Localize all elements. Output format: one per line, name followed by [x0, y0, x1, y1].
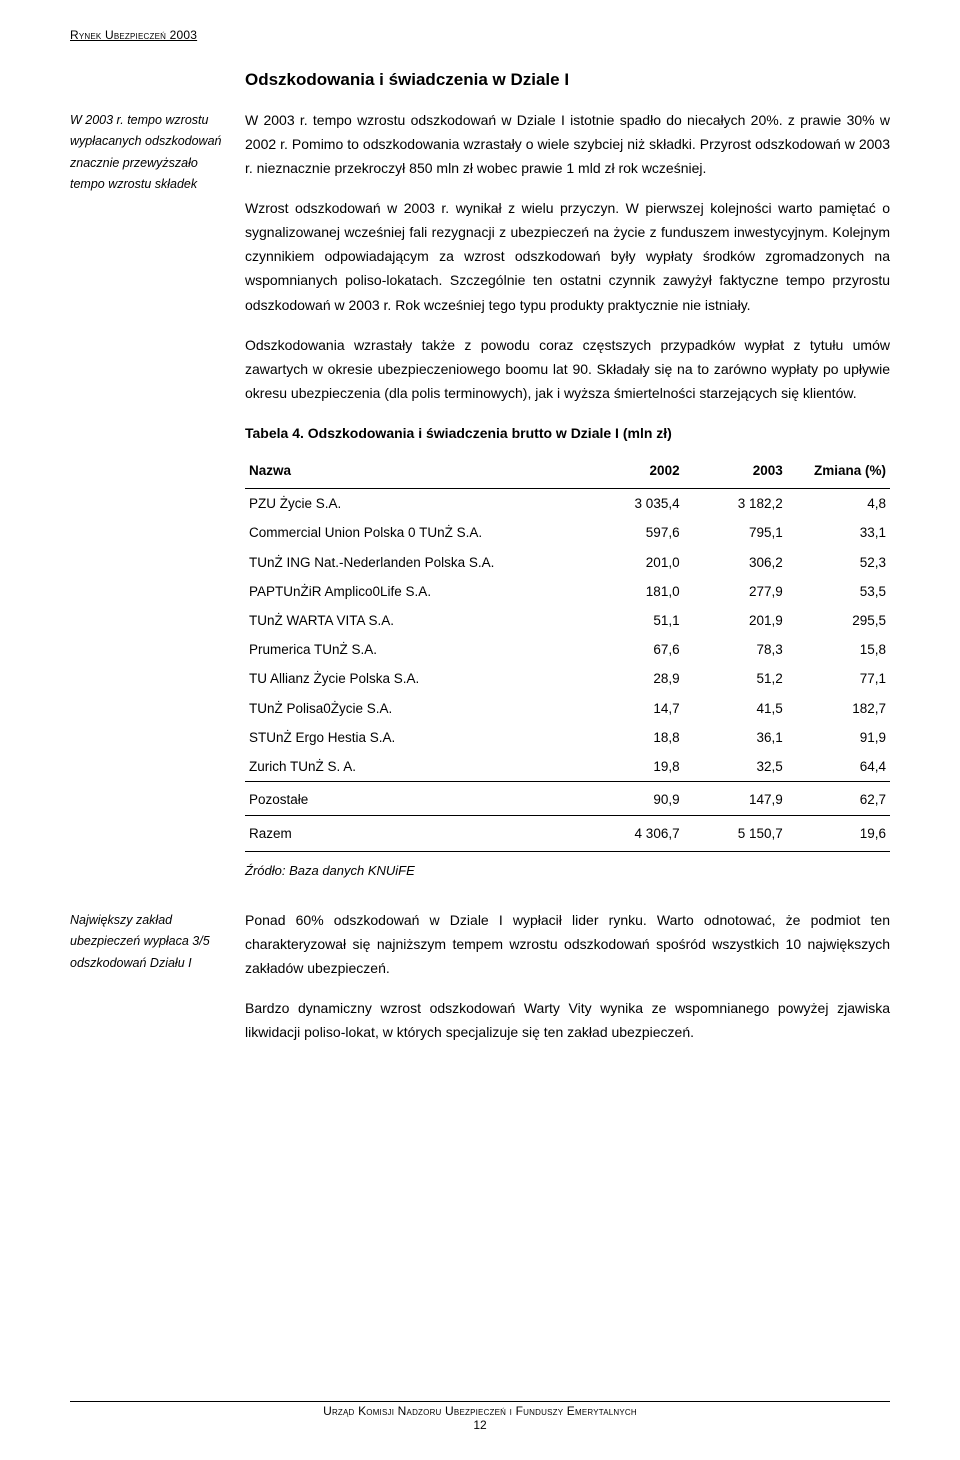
cell-2003: 795,1 [684, 518, 787, 547]
body-column: W 2003 r. tempo wzrostu odszkodowań w Dz… [245, 108, 890, 904]
margin-note-bottom: Największy zakład ubezpieczeń wypłaca 3/… [70, 908, 235, 1060]
page-number: 12 [70, 1418, 890, 1432]
cell-name: TU Allianz Życie Polska S.A. [245, 664, 580, 693]
paragraph-5: Bardzo dynamiczny wzrost odszkodowań War… [245, 996, 890, 1044]
section-title: Odszkodowania i świadczenia w Dziale I [245, 70, 890, 90]
cell-name: TUnŻ Polisa0Życie S.A. [245, 694, 580, 723]
table-row: STUnŻ Ergo Hestia S.A.18,836,191,9 [245, 723, 890, 752]
cell-name: TUnŻ WARTA VITA S.A. [245, 606, 580, 635]
cell-change: 77,1 [787, 664, 890, 693]
lower-content: Największy zakład ubezpieczeń wypłaca 3/… [70, 908, 890, 1060]
cell-change: 62,7 [787, 782, 890, 815]
col-2002: 2002 [580, 455, 683, 489]
cell-2002: 4 306,7 [580, 815, 683, 851]
table-title: Tabela 4. Odszkodowania i świadczenia br… [245, 421, 890, 445]
table-header-row: Nazwa 2002 2003 Zmiana (%) [245, 455, 890, 489]
table-row: TUnŻ ING Nat.-Nederlanden Polska S.A.201… [245, 548, 890, 577]
cell-2003: 201,9 [684, 606, 787, 635]
cell-2003: 78,3 [684, 635, 787, 664]
cell-change: 4,8 [787, 489, 890, 519]
cell-2003: 5 150,7 [684, 815, 787, 851]
cell-name: TUnŻ ING Nat.-Nederlanden Polska S.A. [245, 548, 580, 577]
cell-change: 33,1 [787, 518, 890, 547]
paragraph-2: Wzrost odszkodowań w 2003 r. wynikał z w… [245, 196, 890, 316]
page-header: Rynek Ubezpieczeń 2003 [70, 28, 890, 42]
table-row: PAPTUnŻiR Amplico0Life S.A.181,0277,953,… [245, 577, 890, 606]
cell-2002: 597,6 [580, 518, 683, 547]
paragraph-4: Ponad 60% odszkodowań w Dziale I wypłaci… [245, 908, 890, 980]
cell-2002: 201,0 [580, 548, 683, 577]
table-row: TUnŻ Polisa0Życie S.A.14,741,5182,7 [245, 694, 890, 723]
page-footer: Urząd Komisji Nadzoru Ubezpieczeń i Fund… [70, 1401, 890, 1432]
margin-note-top: W 2003 r. tempo wzrostu wypłacanych odsz… [70, 108, 235, 904]
table-row-other: Pozostałe 90,9 147,9 62,7 [245, 782, 890, 815]
table-row: Zurich TUnŻ S. A.19,832,564,4 [245, 752, 890, 782]
table-row: Prumerica TUnŻ S.A.67,678,315,8 [245, 635, 890, 664]
cell-change: 19,6 [787, 815, 890, 851]
cell-name: PAPTUnŻiR Amplico0Life S.A. [245, 577, 580, 606]
footer-org: Urząd Komisji Nadzoru Ubezpieczeń i Fund… [70, 1402, 890, 1418]
cell-name: Prumerica TUnŻ S.A. [245, 635, 580, 664]
body-column-lower: Ponad 60% odszkodowań w Dziale I wypłaci… [245, 908, 890, 1060]
cell-2002: 14,7 [580, 694, 683, 723]
cell-2002: 67,6 [580, 635, 683, 664]
cell-2003: 36,1 [684, 723, 787, 752]
table-row: TU Allianz Życie Polska S.A.28,951,277,1 [245, 664, 890, 693]
cell-name: STUnŻ Ergo Hestia S.A. [245, 723, 580, 752]
cell-change: 52,3 [787, 548, 890, 577]
table-row-total: Razem 4 306,7 5 150,7 19,6 [245, 815, 890, 851]
cell-change: 91,9 [787, 723, 890, 752]
cell-change: 182,7 [787, 694, 890, 723]
cell-2002: 28,9 [580, 664, 683, 693]
upper-content: W 2003 r. tempo wzrostu wypłacanych odsz… [70, 108, 890, 904]
col-change: Zmiana (%) [787, 455, 890, 489]
cell-2003: 51,2 [684, 664, 787, 693]
cell-name: Razem [245, 815, 580, 851]
cell-2002: 51,1 [580, 606, 683, 635]
cell-change: 295,5 [787, 606, 890, 635]
cell-2002: 19,8 [580, 752, 683, 782]
claims-table: Nazwa 2002 2003 Zmiana (%) PZU Życie S.A… [245, 455, 890, 852]
cell-2003: 41,5 [684, 694, 787, 723]
table-row: Commercial Union Polska 0 TUnŻ S.A.597,6… [245, 518, 890, 547]
cell-2002: 3 035,4 [580, 489, 683, 519]
cell-2002: 90,9 [580, 782, 683, 815]
cell-2003: 32,5 [684, 752, 787, 782]
paragraph-3: Odszkodowania wzrastały także z powodu c… [245, 333, 890, 405]
col-2003: 2003 [684, 455, 787, 489]
cell-2003: 3 182,2 [684, 489, 787, 519]
cell-change: 53,5 [787, 577, 890, 606]
cell-2003: 306,2 [684, 548, 787, 577]
table-row: PZU Życie S.A.3 035,43 182,24,8 [245, 489, 890, 519]
col-name: Nazwa [245, 455, 580, 489]
cell-change: 64,4 [787, 752, 890, 782]
table-row: TUnŻ WARTA VITA S.A.51,1201,9295,5 [245, 606, 890, 635]
cell-2003: 147,9 [684, 782, 787, 815]
cell-name: Commercial Union Polska 0 TUnŻ S.A. [245, 518, 580, 547]
cell-change: 15,8 [787, 635, 890, 664]
cell-name: Zurich TUnŻ S. A. [245, 752, 580, 782]
cell-2002: 18,8 [580, 723, 683, 752]
paragraph-1: W 2003 r. tempo wzrostu odszkodowań w Dz… [245, 108, 890, 180]
cell-2003: 277,9 [684, 577, 787, 606]
table-source: Źródło: Baza danych KNUiFE [245, 860, 890, 882]
cell-name: PZU Życie S.A. [245, 489, 580, 519]
cell-2002: 181,0 [580, 577, 683, 606]
cell-name: Pozostałe [245, 782, 580, 815]
